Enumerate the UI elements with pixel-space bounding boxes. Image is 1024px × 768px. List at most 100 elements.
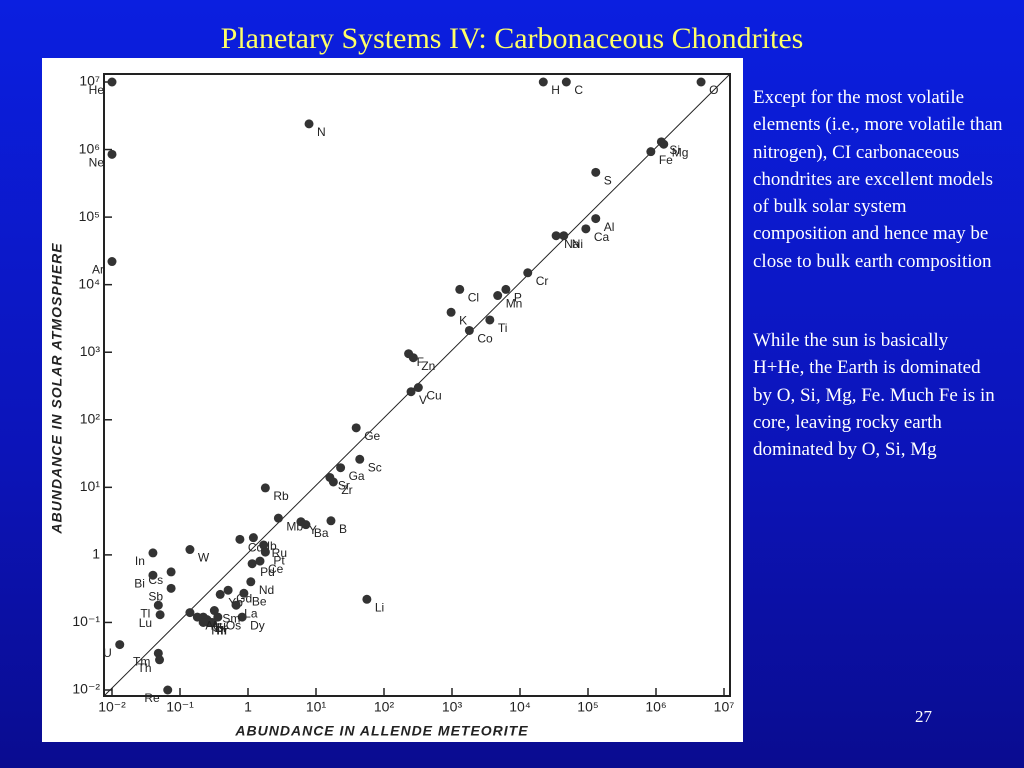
point-label: Ni [572, 237, 583, 251]
data-point [107, 257, 117, 267]
data-point [259, 540, 269, 550]
data-point [538, 77, 548, 87]
point-label: O [709, 83, 718, 97]
point-label: Ne [89, 155, 105, 169]
point-label: Na [564, 237, 580, 251]
plot-frame [103, 73, 731, 697]
point-label: Nd [259, 583, 274, 597]
note: While the sun is basically H+He, the Ear… [753, 330, 995, 461]
x-tick-label: 10⁶ [645, 699, 666, 715]
point-label: Dy [250, 618, 265, 632]
point-label: Au [211, 618, 226, 632]
point-label: Hf [211, 624, 224, 638]
point-label: Si [669, 143, 680, 157]
point-label: Tl [140, 606, 150, 620]
point-label: Pr [216, 624, 228, 638]
point-label: Rb [273, 489, 289, 503]
point-label: H [551, 83, 560, 97]
point-label: U [103, 646, 112, 660]
x-tick-label: 10⁷ [714, 699, 735, 715]
y-tick-label: 10⁵ [79, 208, 100, 224]
x-tick-label: 10⁵ [577, 699, 598, 715]
point-label: Ru [272, 546, 287, 560]
data-point [148, 548, 158, 558]
data-point [248, 533, 258, 543]
data-point [237, 612, 247, 622]
x-tick-label: 10¹ [306, 699, 327, 715]
x-tick-label: 10⁻¹ [166, 699, 194, 715]
x-axis-label: ABUNDANCE IN ALLENDE METEORITE [234, 723, 528, 739]
point-label: P [514, 291, 522, 305]
y-tick-label: 10¹ [80, 478, 101, 494]
data-point [551, 231, 561, 241]
data-point [696, 77, 706, 87]
data-point [326, 516, 336, 526]
y-tick-label: 1 [92, 546, 100, 562]
point-label: Ti [498, 321, 508, 335]
data-point [255, 556, 265, 566]
note: Except for the most volatile elements (i… [753, 87, 1003, 272]
data-point [192, 612, 202, 622]
point-label: Th [138, 661, 152, 675]
data-point [148, 570, 158, 580]
data-point [485, 315, 495, 325]
point-label: Sr [338, 479, 350, 493]
x-tick-label: 1 [244, 699, 252, 715]
data-point [185, 608, 195, 618]
data-point [304, 119, 314, 129]
chart: ABUNDANCE IN ALLENDE METEORITE ABUNDANCE… [42, 58, 743, 742]
y-tick-label: 10² [80, 410, 101, 426]
point-label: Zr [341, 483, 352, 497]
point-label: B [339, 522, 347, 536]
data-point [107, 149, 117, 159]
point-label: Ar [92, 263, 104, 277]
notes: Except for the most volatile elements (i… [753, 84, 1003, 516]
point-label: Tm [133, 654, 150, 668]
y-tick-label: 10⁴ [78, 275, 100, 291]
data-point [351, 423, 361, 433]
point-label: Ir [220, 624, 227, 638]
point-label: K [459, 313, 467, 327]
data-point [336, 463, 346, 473]
y-tick-label: 10⁻² [72, 681, 100, 697]
data-point [355, 454, 365, 464]
data-point [215, 589, 225, 599]
data-point [559, 231, 569, 241]
data-point [166, 567, 176, 577]
data-point [166, 583, 176, 593]
data-point [231, 600, 241, 610]
data-point [413, 383, 423, 393]
page-number: 27 [915, 707, 932, 726]
point-label: Ga [349, 469, 365, 483]
point-label: Li [375, 600, 384, 614]
point-label: Ge [364, 429, 380, 443]
point-label: Ag [205, 618, 220, 632]
data-point [408, 353, 418, 363]
point-label: La [244, 606, 258, 620]
data-point [247, 559, 257, 569]
data-point [493, 291, 503, 301]
data-point [591, 214, 601, 224]
point-label: He [89, 83, 105, 97]
data-point [239, 588, 249, 598]
point-label: W [198, 551, 210, 565]
x-tick-label: 10² [374, 699, 395, 715]
chart-panel [42, 58, 743, 742]
data-point [523, 268, 533, 278]
y-tick-label: 10⁶ [79, 140, 100, 156]
point-label: Ca [594, 230, 610, 244]
x-tick-label: 10⁻² [98, 699, 126, 715]
data-point [581, 224, 591, 234]
data-point [328, 477, 338, 487]
data-point [659, 139, 669, 149]
data-point [362, 594, 372, 604]
data-point [260, 547, 270, 557]
data-point [464, 325, 474, 335]
data-point [301, 520, 311, 530]
data-point [591, 167, 601, 177]
data-point [155, 655, 165, 665]
point-label: Pt [273, 553, 285, 567]
data-point [273, 513, 283, 523]
y-axis-label: ABUNDANCE IN SOLAR ATMOSPHERE [49, 242, 65, 534]
point-label: Pd [260, 565, 275, 579]
